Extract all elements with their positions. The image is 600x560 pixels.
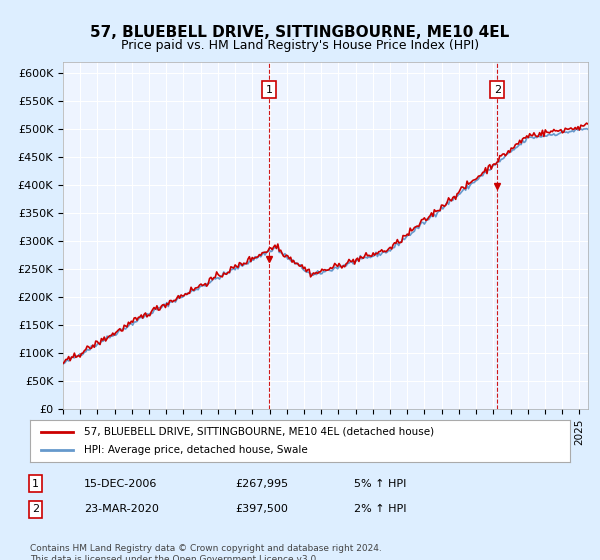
Text: 2% ↑ HPI: 2% ↑ HPI — [354, 505, 407, 515]
Text: £397,500: £397,500 — [235, 505, 288, 515]
Text: 57, BLUEBELL DRIVE, SITTINGBOURNE, ME10 4EL: 57, BLUEBELL DRIVE, SITTINGBOURNE, ME10 … — [91, 25, 509, 40]
Text: 5% ↑ HPI: 5% ↑ HPI — [354, 479, 406, 489]
Text: £267,995: £267,995 — [235, 479, 289, 489]
Text: 57, BLUEBELL DRIVE, SITTINGBOURNE, ME10 4EL (detached house): 57, BLUEBELL DRIVE, SITTINGBOURNE, ME10 … — [84, 427, 434, 437]
Text: 2: 2 — [494, 85, 501, 95]
Text: 23-MAR-2020: 23-MAR-2020 — [84, 505, 159, 515]
Text: HPI: Average price, detached house, Swale: HPI: Average price, detached house, Swal… — [84, 445, 308, 455]
Text: 2: 2 — [32, 505, 39, 515]
Text: Price paid vs. HM Land Registry's House Price Index (HPI): Price paid vs. HM Land Registry's House … — [121, 39, 479, 52]
Text: 1: 1 — [265, 85, 272, 95]
Text: 15-DEC-2006: 15-DEC-2006 — [84, 479, 157, 489]
Text: Contains HM Land Registry data © Crown copyright and database right 2024.
This d: Contains HM Land Registry data © Crown c… — [30, 544, 382, 560]
Text: 1: 1 — [32, 479, 39, 489]
